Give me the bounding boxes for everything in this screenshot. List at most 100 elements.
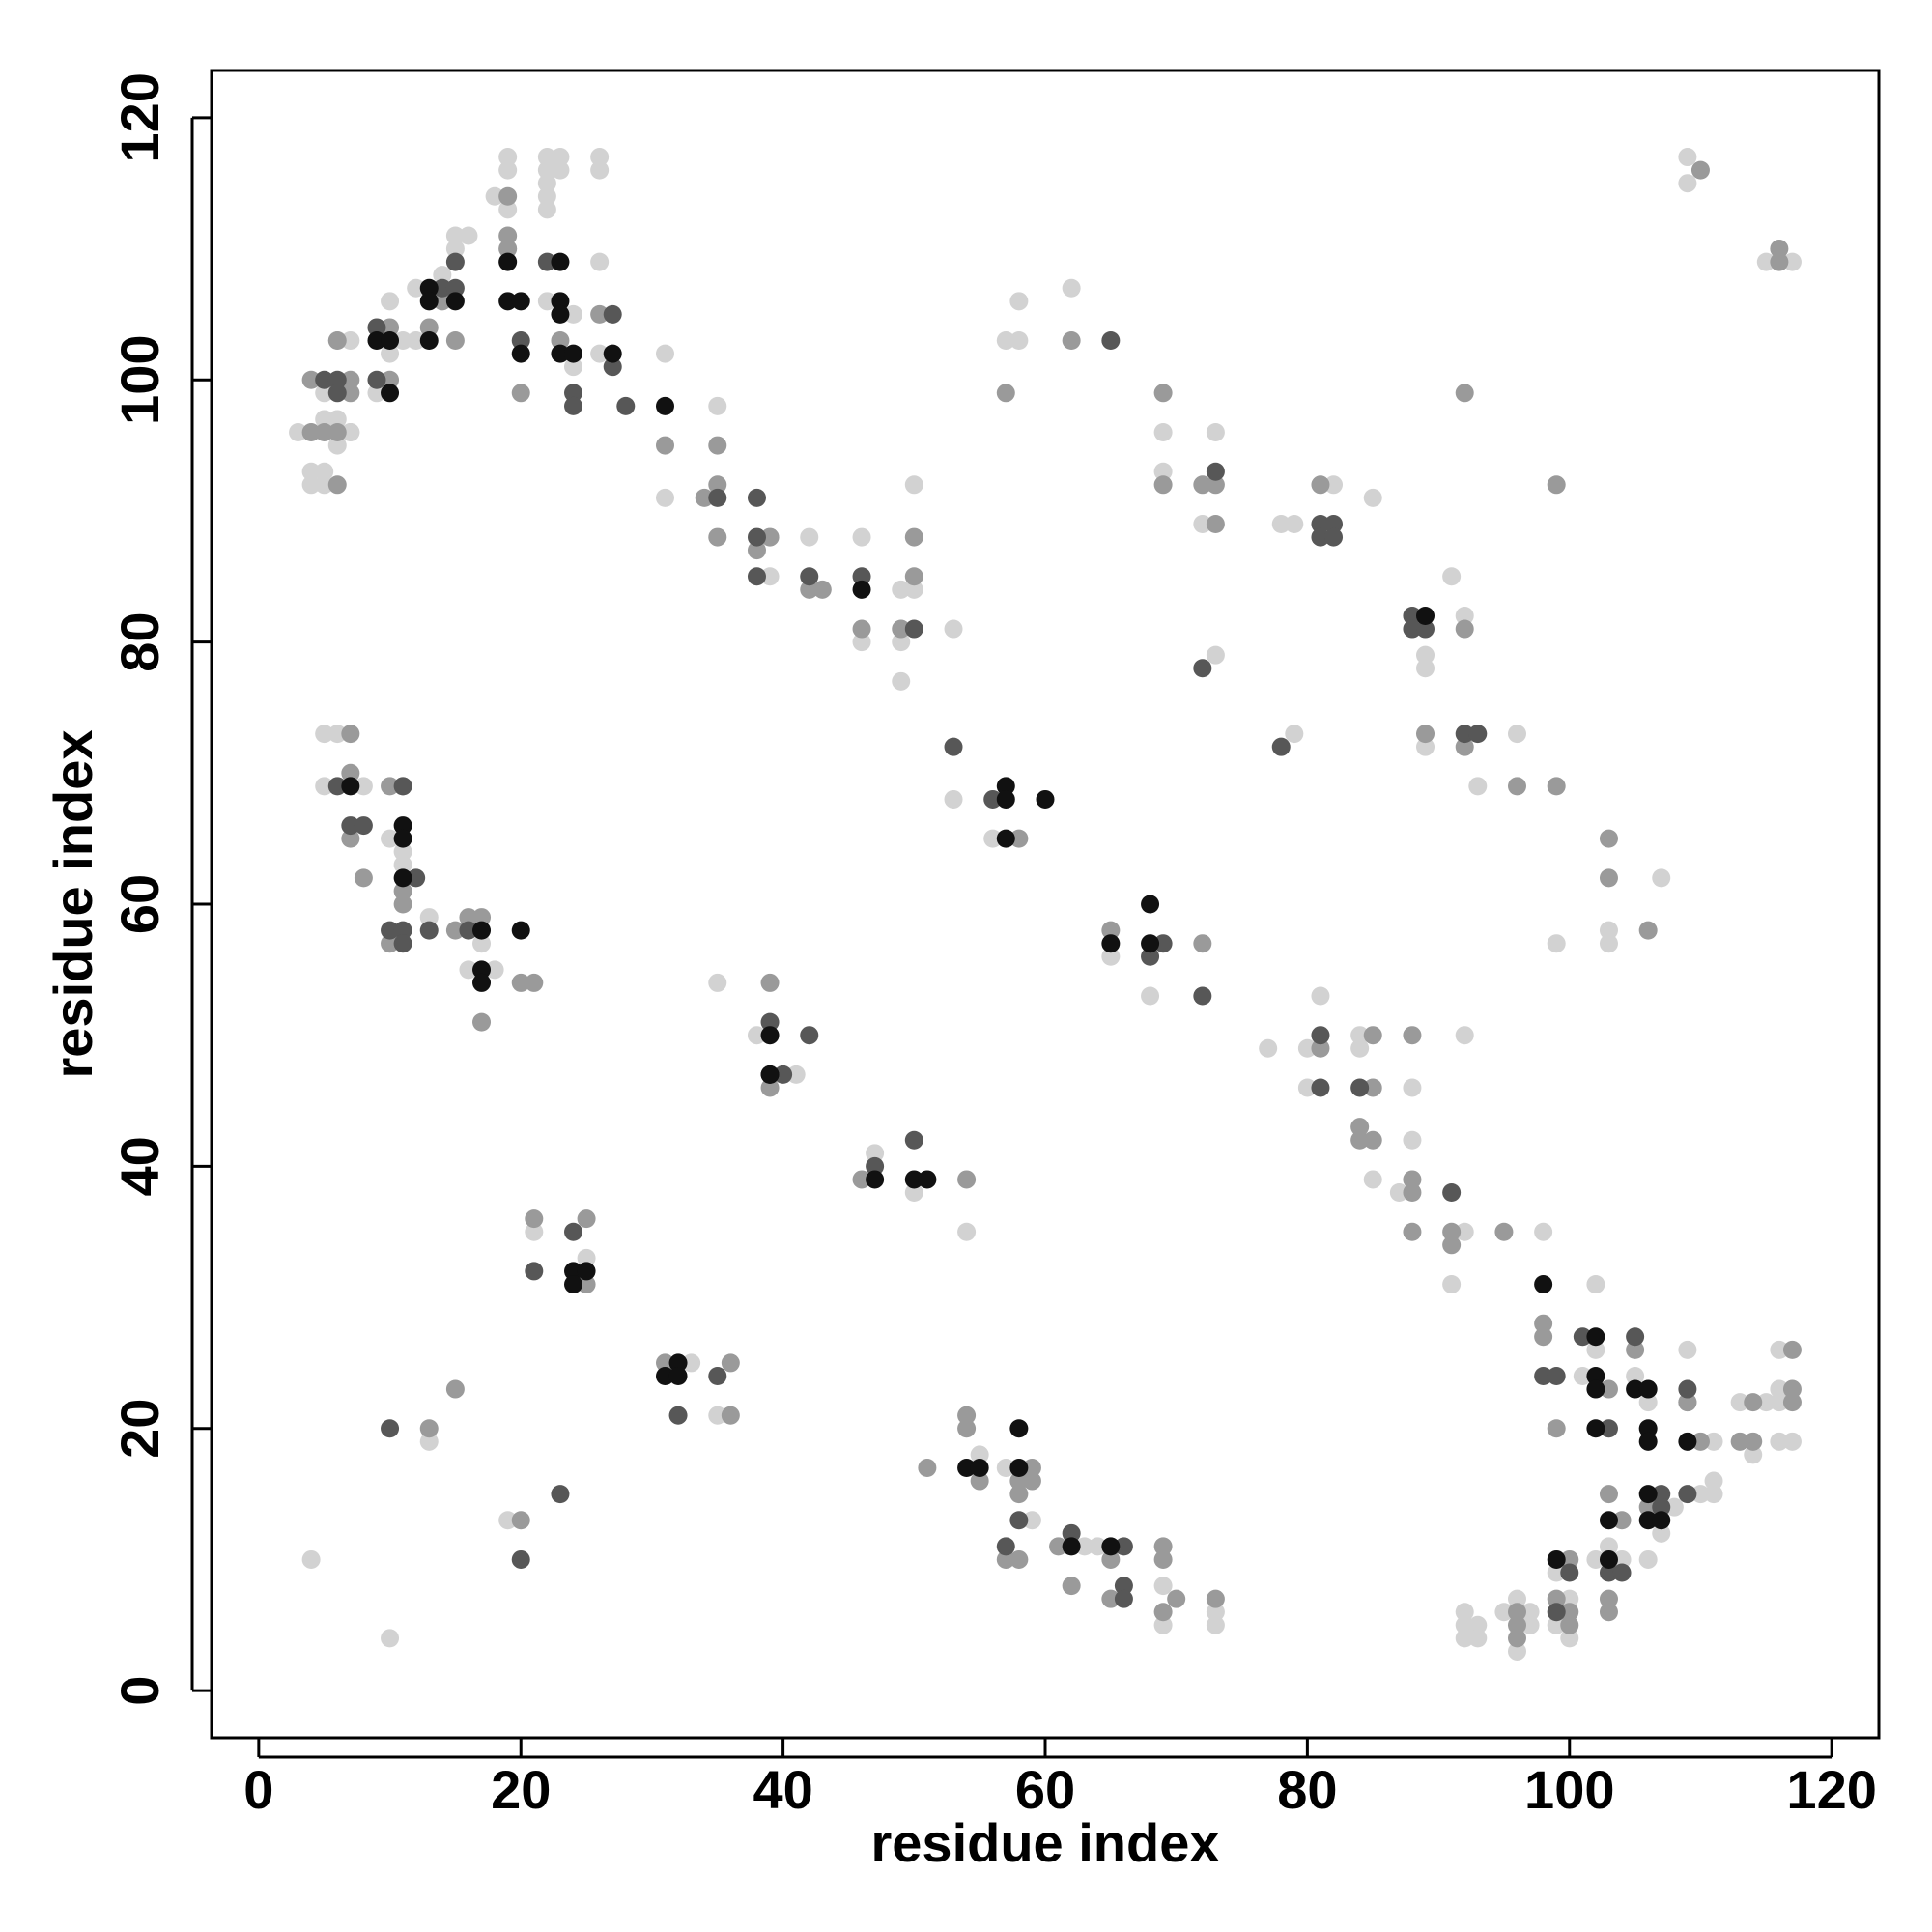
point: [1350, 1026, 1370, 1045]
point: [1704, 1471, 1723, 1491]
point: [381, 292, 400, 311]
point: [1599, 1603, 1618, 1622]
point: [1468, 1629, 1488, 1648]
point: [537, 252, 556, 271]
point: [1153, 1615, 1173, 1634]
point: [957, 1170, 977, 1189]
point: [1062, 1537, 1081, 1556]
point: [525, 973, 544, 992]
point: [944, 737, 963, 756]
point: [301, 475, 321, 495]
point: [1756, 252, 1776, 271]
point: [354, 816, 373, 836]
point: [904, 1183, 923, 1203]
point: [577, 1275, 596, 1294]
point: [1638, 1393, 1658, 1412]
point: [393, 331, 412, 351]
point: [525, 1262, 544, 1281]
y-tick-label: 120: [109, 72, 170, 162]
point: [485, 186, 504, 206]
point: [341, 331, 360, 351]
point: [1599, 1419, 1618, 1438]
point: [1678, 1485, 1697, 1504]
y-tick-label: 40: [109, 1136, 170, 1196]
point: [655, 488, 674, 507]
point: [668, 1353, 688, 1373]
point: [1101, 1589, 1121, 1608]
point: [1468, 1615, 1488, 1634]
point: [1586, 1419, 1605, 1438]
point: [537, 160, 556, 180]
point: [904, 1170, 923, 1189]
point: [892, 633, 911, 652]
point: [1193, 514, 1212, 533]
point: [1062, 331, 1081, 351]
point: [708, 488, 727, 507]
point: [1403, 1078, 1422, 1097]
point: [537, 186, 556, 206]
point: [341, 384, 360, 403]
point: [1324, 514, 1344, 533]
point: [407, 868, 426, 888]
point: [1599, 934, 1618, 953]
point: [1350, 1130, 1370, 1150]
point: [1311, 1078, 1330, 1097]
point: [1416, 724, 1435, 744]
point: [1638, 1379, 1658, 1399]
point: [1311, 1026, 1330, 1045]
point: [327, 384, 347, 403]
point: [904, 527, 923, 547]
point: [590, 148, 610, 167]
point: [603, 357, 622, 377]
point: [564, 357, 583, 377]
point: [1114, 1537, 1133, 1556]
point: [1022, 1511, 1041, 1530]
point: [577, 1209, 596, 1229]
point: [393, 855, 412, 874]
point: [996, 789, 1015, 809]
point: [1547, 1563, 1566, 1582]
plot-frame: [210, 69, 1881, 1740]
point: [1403, 606, 1422, 625]
point: [1507, 1641, 1526, 1661]
point: [892, 619, 911, 639]
point: [800, 527, 819, 547]
point: [1652, 868, 1671, 888]
point: [1153, 934, 1173, 953]
point: [1141, 895, 1160, 914]
point: [564, 304, 583, 324]
y-axis-title: residue index: [43, 729, 103, 1078]
point: [1206, 645, 1225, 665]
point: [957, 1222, 977, 1241]
point: [708, 1406, 727, 1425]
point: [603, 344, 622, 363]
point: [1297, 1038, 1317, 1058]
point: [983, 829, 1003, 848]
point: [1534, 1222, 1553, 1241]
point: [381, 344, 400, 363]
point: [774, 1065, 793, 1084]
point: [786, 1065, 806, 1084]
point: [1690, 160, 1710, 180]
point: [419, 318, 439, 337]
point: [1547, 777, 1566, 796]
point: [1547, 934, 1566, 953]
point: [1599, 868, 1618, 888]
point: [852, 619, 871, 639]
point: [655, 396, 674, 415]
point: [1049, 1537, 1068, 1556]
point: [852, 633, 871, 652]
point: [1363, 1170, 1382, 1189]
x-tick-label: 60: [1015, 1759, 1075, 1820]
point: [760, 1078, 780, 1097]
point: [1206, 475, 1225, 495]
point: [1363, 1078, 1382, 1097]
point: [1009, 292, 1029, 311]
point: [1599, 1537, 1618, 1556]
point: [708, 973, 727, 992]
point: [721, 1353, 740, 1373]
point: [695, 488, 714, 507]
point: [381, 370, 400, 389]
point: [472, 1012, 492, 1032]
point: [1678, 148, 1697, 167]
